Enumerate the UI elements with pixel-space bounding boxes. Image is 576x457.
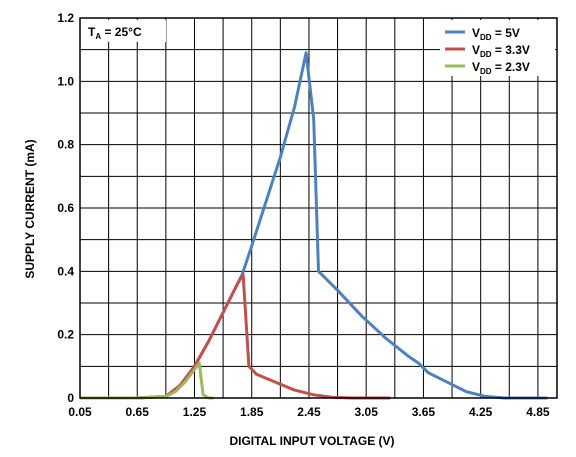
annotation-rest: = 25°C xyxy=(101,25,142,39)
annotation-sub: A xyxy=(95,32,101,41)
temperature-annotation: TA = 25°C xyxy=(88,25,142,41)
x-tick-label: 1.25 xyxy=(183,405,207,419)
x-tick-labels: 0.05 0.65 1.25 1.85 2.45 3.05 3.65 4.25 4.85 xyxy=(68,405,550,419)
series-line-1 xyxy=(80,273,391,400)
x-tick-label: 3.05 xyxy=(355,405,379,419)
x-tick-label: 4.25 xyxy=(469,405,493,419)
legend-3v3-rest: = 3.3V xyxy=(492,43,530,57)
y-tick-label: 1.2 xyxy=(57,11,74,25)
annotation-main: T xyxy=(88,25,96,39)
x-tick-label: 0.05 xyxy=(68,405,92,419)
legend-label-5v: VDD = 5V xyxy=(472,26,520,42)
annotation-box xyxy=(82,20,166,42)
legend-5v-rest: = 5V xyxy=(492,26,520,40)
y-tick-label: 0.8 xyxy=(57,138,74,152)
legend-5v-main: V xyxy=(472,26,480,40)
y-tick-label: 0.6 xyxy=(57,201,74,215)
legend-2v3-main: V xyxy=(472,60,480,74)
legend: VDD = 5V VDD = 3.3V VDD = 2.3V xyxy=(440,20,555,76)
x-tick-label: 1.85 xyxy=(240,405,264,419)
legend-3v3-sub: DD xyxy=(480,50,492,59)
plot-frame xyxy=(79,17,558,399)
legend-3v3-main: V xyxy=(472,43,480,57)
legend-2v3-rest: = 2.3V xyxy=(492,60,530,74)
y-tick-label: 0.4 xyxy=(57,264,74,278)
x-tick-label: 3.65 xyxy=(412,405,436,419)
series-line-0 xyxy=(80,51,548,400)
legend-label-3v3: VDD = 3.3V xyxy=(472,43,530,59)
legend-5v-sub: DD xyxy=(480,33,492,42)
x-axis-label: DIGITAL INPUT VOLTAGE (V) xyxy=(229,434,394,448)
x-tick-label: 4.85 xyxy=(526,405,550,419)
x-tick-label: 0.65 xyxy=(126,405,150,419)
legend-label-2v3: VDD = 2.3V xyxy=(472,60,530,76)
y-tick-labels: 0 0.2 0.4 0.6 0.8 1.0 1.2 xyxy=(57,11,74,405)
y-tick-label: 0.2 xyxy=(57,328,74,342)
series-line-2 xyxy=(80,361,214,400)
y-tick-label: 1.0 xyxy=(57,74,74,88)
series-lines xyxy=(80,51,548,400)
y-axis-label: SUPPLY CURRENT (mA) xyxy=(23,139,37,278)
x-tick-label: 2.45 xyxy=(297,405,321,419)
y-tick-label: 0 xyxy=(67,391,74,405)
legend-2v3-sub: DD xyxy=(480,67,492,76)
